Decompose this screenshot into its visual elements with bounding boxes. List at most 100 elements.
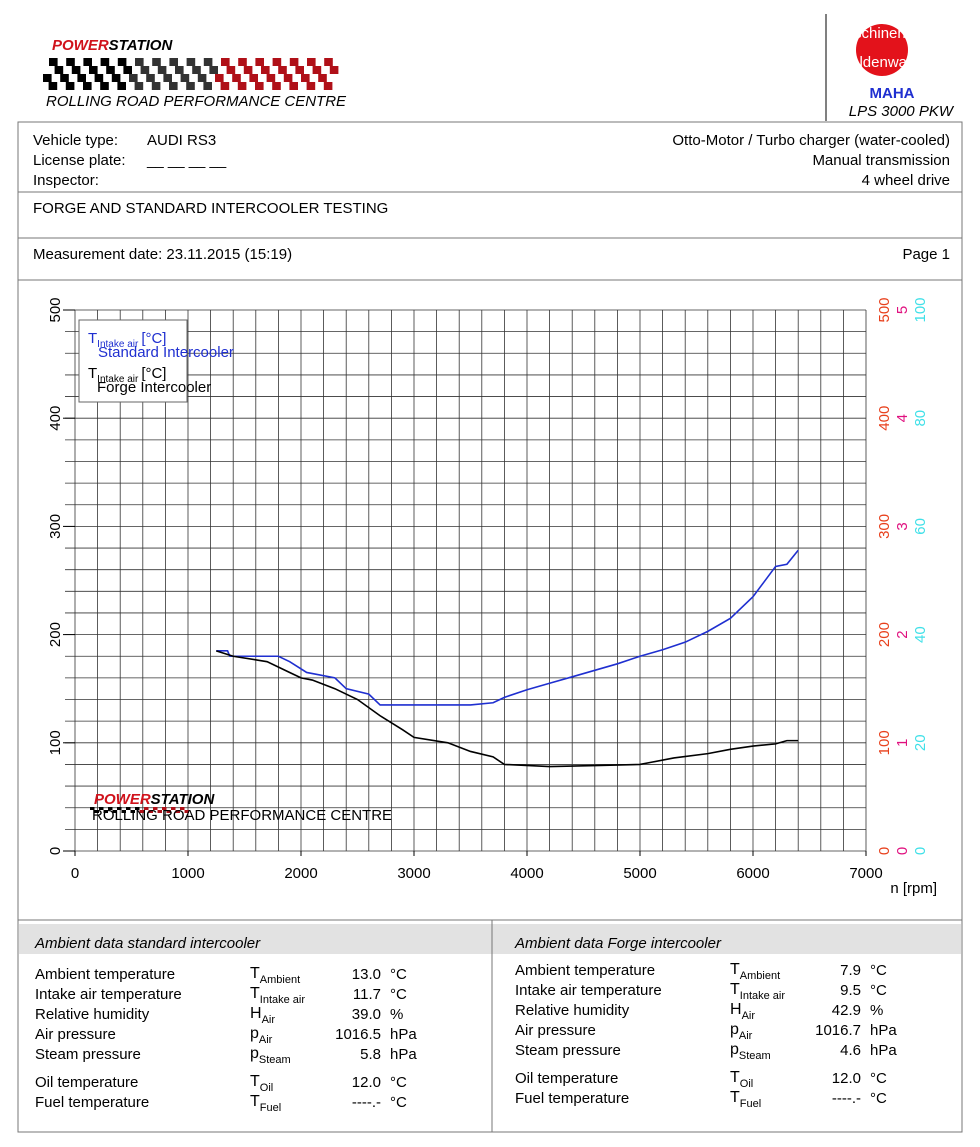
row-symbol: TAmbient (250, 965, 300, 986)
row-value: 12.0 (352, 1074, 381, 1091)
row-label: Fuel temperature (515, 1090, 629, 1107)
vehicle-label: Vehicle type: (33, 132, 118, 149)
flag-square (139, 810, 144, 813)
flag-square (180, 807, 185, 810)
right-tick-label: 0 (876, 847, 893, 855)
legend-box (78, 319, 188, 403)
row-symbol: HAir (250, 1005, 275, 1026)
flag-square (186, 82, 195, 90)
right-tick-label: 100 (876, 730, 893, 755)
symbol-sub: Fuel (740, 1098, 761, 1110)
row-unit: °C (390, 1094, 407, 1111)
right-tick-label: 400 (876, 406, 893, 431)
symbol: T (730, 1069, 740, 1086)
legend-name: Forge Intercooler (97, 379, 211, 396)
flag-square (89, 66, 98, 74)
legend-sub: Intake air (97, 339, 139, 350)
row-label: Relative humidity (515, 1002, 630, 1019)
row-value: 11.7 (353, 986, 381, 1003)
flag-square (295, 66, 304, 74)
logo-red: POWER (52, 37, 109, 54)
flag-square (171, 807, 176, 810)
flag-square (289, 58, 299, 66)
symbol: T (730, 1089, 740, 1106)
flag-square (301, 74, 310, 82)
legend-unit: [°C] (141, 330, 166, 347)
row-value: 12.0 (832, 1070, 861, 1087)
flag-square (215, 74, 224, 82)
x-tick-label: 2000 (284, 865, 317, 882)
flag-square (100, 58, 110, 66)
row-unit: °C (390, 986, 407, 1003)
x-tick-label: 3000 (397, 865, 430, 882)
row-symbol: TFuel (730, 1089, 761, 1110)
flag-square (90, 807, 95, 810)
symbol-sub: Air (262, 1014, 276, 1026)
panel-header (19, 924, 961, 954)
symbol-sub: Air (259, 1034, 273, 1046)
row-value: ----.- (832, 1090, 861, 1107)
logo-black: STATION (151, 791, 216, 808)
flag-square (169, 82, 178, 90)
right-tick-label: 1 (894, 739, 911, 747)
maha-arc-top: Maschinenbau (833, 25, 931, 42)
symbol: T (730, 981, 740, 998)
flag-square (307, 58, 316, 66)
row-symbol: TOil (730, 1069, 753, 1090)
right-tick-label: 0 (894, 847, 911, 855)
flag-square (226, 66, 236, 74)
flag-square (108, 807, 113, 810)
symbol: T (250, 985, 260, 1002)
flag-square (232, 74, 241, 82)
flag-square (135, 807, 140, 810)
row-label: Oil temperature (515, 1070, 618, 1087)
row-label: Ambient temperature (35, 966, 175, 983)
row-symbol: pAir (730, 1021, 753, 1042)
flag-square (329, 66, 339, 74)
row-label: Relative humidity (35, 1006, 150, 1023)
flag-square (163, 74, 172, 82)
row-symbol: TFuel (250, 1093, 281, 1114)
vehicle-info: Manual transmission (812, 152, 950, 169)
x-tick-label: 7000 (849, 865, 882, 882)
legend-symbol: T (88, 365, 97, 382)
right-tick-label: 4 (894, 414, 911, 422)
row-unit: hPa (870, 1042, 897, 1059)
flag-square (117, 58, 127, 66)
watermark-logo: POWERSTATION (94, 791, 215, 808)
maha-circle (856, 24, 908, 76)
flag-square (203, 82, 212, 90)
row-value: 1016.5 (335, 1026, 381, 1043)
row-unit: hPa (390, 1026, 417, 1043)
flag-square (249, 74, 258, 82)
flag-square (144, 807, 149, 810)
legend-unit: [°C] (141, 365, 166, 382)
series-line (216, 549, 799, 706)
page-number: Page 1 (902, 246, 950, 263)
panel-title: Ambient data standard intercooler (34, 935, 261, 952)
symbol-sub: Oil (740, 1078, 753, 1090)
logo-black: STATION (109, 37, 174, 54)
flag-square (148, 810, 153, 813)
flag-square (54, 66, 64, 74)
flag-square (48, 82, 58, 90)
flag-square (169, 58, 178, 66)
symbol-sub: Air (739, 1030, 753, 1042)
row-value: 5.8 (360, 1046, 381, 1063)
panel-title: Ambient data Forge intercooler (514, 935, 722, 952)
flag-square (180, 74, 190, 82)
flag-square (117, 807, 122, 810)
flag-square (99, 807, 104, 810)
flag-square (117, 82, 126, 90)
row-unit: % (870, 1002, 883, 1019)
measurement-date: Measurement date: 23.11.2015 (15:19) (33, 246, 292, 263)
row-label: Ambient temperature (515, 962, 655, 979)
flag-square (83, 82, 92, 90)
flag-square (209, 66, 218, 74)
right-tick-label: 300 (876, 514, 893, 539)
flag-square (255, 58, 264, 66)
right-tick-label: 200 (876, 622, 893, 647)
flag-square (43, 74, 52, 82)
row-value: 7.9 (840, 962, 861, 979)
flag-square (126, 807, 131, 810)
